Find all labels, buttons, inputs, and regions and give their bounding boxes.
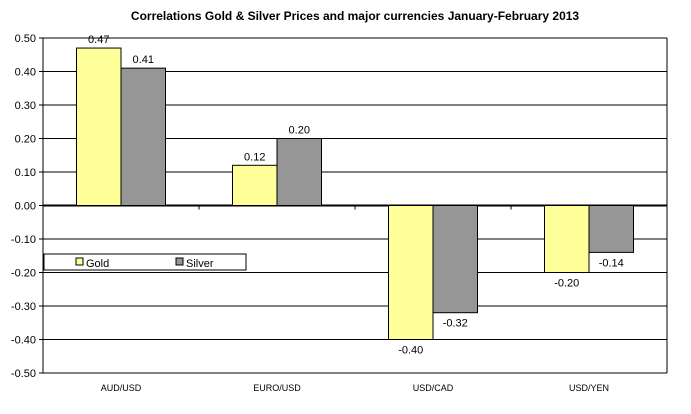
y-tick-label: 0.20 xyxy=(15,134,36,146)
bar-gold xyxy=(388,205,434,340)
legend-box xyxy=(43,253,247,271)
x-category-label: EURO/USD xyxy=(253,383,301,393)
y-tick-label: -0.10 xyxy=(11,234,36,246)
y-tick-label: 0.00 xyxy=(15,201,36,213)
legend-label: Silver xyxy=(186,258,214,270)
bar-gold xyxy=(544,205,590,273)
x-category-label: USD/YEN xyxy=(569,383,609,393)
bar-silver xyxy=(588,205,634,253)
data-label: 0.41 xyxy=(133,54,154,66)
x-category-label: AUD/USD xyxy=(101,383,142,393)
x-category-label: USD/CAD xyxy=(413,383,454,393)
legend-swatch-gold xyxy=(75,257,84,266)
data-label: -0.20 xyxy=(554,278,579,290)
bar-silver xyxy=(120,67,166,207)
y-tick-label: 0.10 xyxy=(15,167,36,179)
y-tick-label: -0.30 xyxy=(11,301,36,313)
y-tick-label: 0.40 xyxy=(15,67,36,79)
y-tick-label: -0.50 xyxy=(11,368,36,380)
legend-swatch-silver xyxy=(175,257,184,266)
data-label: -0.40 xyxy=(398,345,423,357)
bar-gold xyxy=(232,164,278,207)
data-label: 0.12 xyxy=(244,151,265,163)
data-label: 0.20 xyxy=(289,125,310,137)
bar-gold xyxy=(76,47,122,206)
x-axis-labels: AUD/USD EURO/USD USD/CAD USD/YEN xyxy=(101,383,609,393)
legend: Gold Silver xyxy=(43,253,247,271)
y-tick-label: -0.40 xyxy=(11,335,36,347)
y-axis-ticks: 0.50 0.40 0.30 0.20 0.10 0.00 -0.10 -0.20 -0.30 -… xyxy=(11,33,43,380)
chart-title: Correlations Gold & Silver Prices and ma… xyxy=(131,9,580,23)
y-tick-label: 0.30 xyxy=(15,100,36,112)
y-tick-label: -0.20 xyxy=(11,268,36,280)
legend-label: Gold xyxy=(86,258,109,270)
y-tick-label: 0.50 xyxy=(15,33,36,45)
data-label: 0.47 xyxy=(88,34,109,46)
bar-silver xyxy=(432,205,478,314)
data-label: -0.32 xyxy=(443,318,468,330)
data-label: -0.14 xyxy=(599,257,624,269)
bar-silver xyxy=(276,138,322,206)
bars: 0.47 0.41 0.12 0.20 -0.40 -0.32 -0.20 -0.14 xyxy=(76,34,634,357)
